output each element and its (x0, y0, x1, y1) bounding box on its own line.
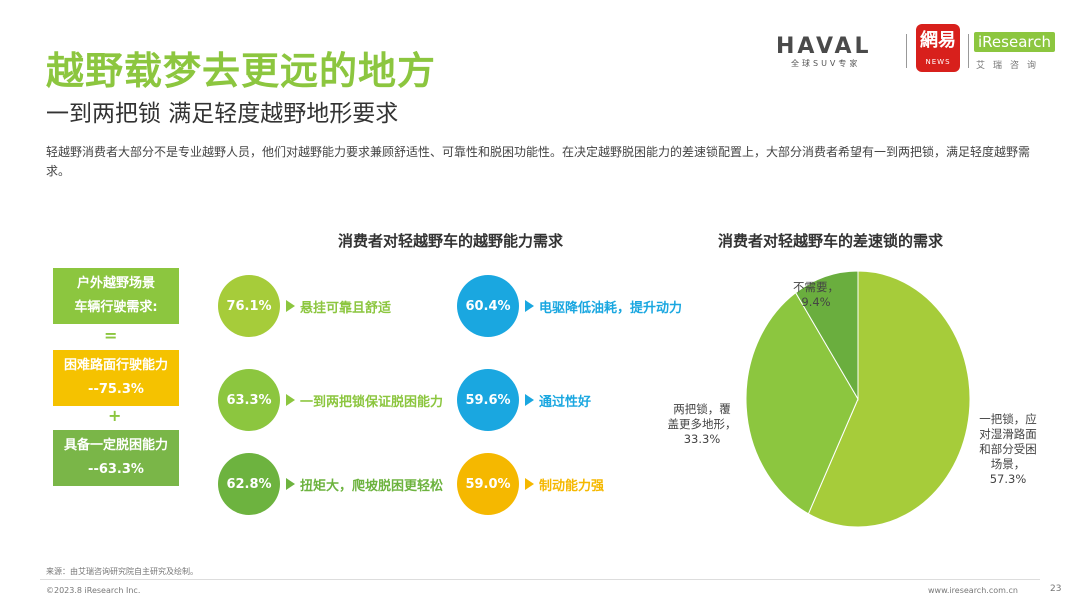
chart1-title: 消费者对轻越野车的越野能力需求 (338, 232, 564, 250)
arrow-icon (286, 478, 295, 490)
netease-logo-text: 網易 (920, 30, 956, 51)
req2-line2: --63.3% (88, 462, 144, 477)
difflock-pie-chart (745, 270, 971, 528)
pie-slice-label: 不需要， 9.4% (793, 280, 839, 309)
page-subtitle: 一到两把锁 满足轻度越野地形要求 (46, 101, 399, 127)
req2-line1: 具备一定脱困能力 (63, 438, 168, 453)
iresearch-logo: iResearch (974, 32, 1055, 52)
description: 轻越野消费者大部分不是专业越野人员，他们对越野能力要求兼顾舒适性、可靠性和脱困功… (46, 145, 1031, 178)
logo-group: HAVAL 全球SUV专家 網易 NEWS iResearch 艾瑞咨询 (776, 22, 1066, 74)
pie-slice (794, 270, 859, 401)
footer-divider (40, 579, 1040, 580)
divider (906, 34, 907, 68)
netease-logo-sub: NEWS (925, 58, 951, 66)
chart2-title: 消费者对轻越野车的差速锁的需求 (718, 232, 944, 250)
req1-line1: 困难路面行驶能力 (63, 358, 168, 373)
capability-label: 一到两把锁保证脱困能力 (300, 395, 444, 410)
capability-label: 电驱降低油耗，提升动力 (539, 301, 683, 316)
arrow-icon (525, 300, 534, 312)
capability-value-circle: 62.8% (218, 453, 280, 515)
haval-logo: HAVAL (776, 34, 872, 59)
req1-line2: --75.3% (88, 382, 144, 397)
capability-value-circle: 59.6% (457, 369, 519, 431)
equals-sign: = (104, 326, 118, 345)
capability-value-circle: 59.0% (457, 453, 519, 515)
scenario-box: 户外越野场景 车辆行驶需求: (53, 268, 179, 324)
capability-label: 通过性好 (539, 395, 592, 410)
pie-slice-label: 两把锁，覆 盖更多地形， 33.3% (667, 402, 737, 446)
requirement-box-1: 困难路面行驶能力 --75.3% (53, 350, 179, 406)
pie-slice-label: 一把锁，应 对湿滑路面 和部分受困 场景， 57.3% (979, 412, 1037, 486)
capability-value-circle: 76.1% (218, 275, 280, 337)
arrow-icon (286, 300, 295, 312)
arrow-icon (525, 478, 534, 490)
page-title: 越野载梦去更远的地方 (46, 49, 437, 93)
iresearch-tagline: 艾瑞咨询 (976, 61, 1045, 71)
pie-slice (745, 291, 859, 515)
requirement-box-2: 具备一定脱困能力 --63.3% (53, 430, 179, 486)
arrow-icon (286, 394, 295, 406)
scenario-line2: 车辆行驶需求: (74, 300, 158, 315)
capability-value-circle: 63.3% (218, 369, 280, 431)
page-number: 23 (1050, 584, 1062, 594)
plus-sign: + (108, 406, 122, 425)
source-note: 来源：由艾瑞咨询研究院自主研究及绘制。 (46, 567, 198, 576)
divider (968, 34, 969, 68)
capability-label: 制动能力强 (539, 479, 605, 494)
capability-label: 悬挂可靠且舒适 (300, 301, 392, 316)
copyright: ©2023.8 iResearch Inc. (46, 586, 141, 595)
scenario-line1: 户外越野场景 (76, 276, 155, 291)
netease-logo: 網易 NEWS (916, 24, 960, 72)
capability-value-circle: 60.4% (457, 275, 519, 337)
arrow-icon (525, 394, 534, 406)
pie-slice (807, 270, 971, 528)
website: www.iresearch.com.cn (928, 586, 1018, 595)
capability-label: 扭矩大，爬坡脱困更轻松 (300, 479, 444, 494)
haval-tagline: 全球SUV专家 (791, 59, 861, 68)
